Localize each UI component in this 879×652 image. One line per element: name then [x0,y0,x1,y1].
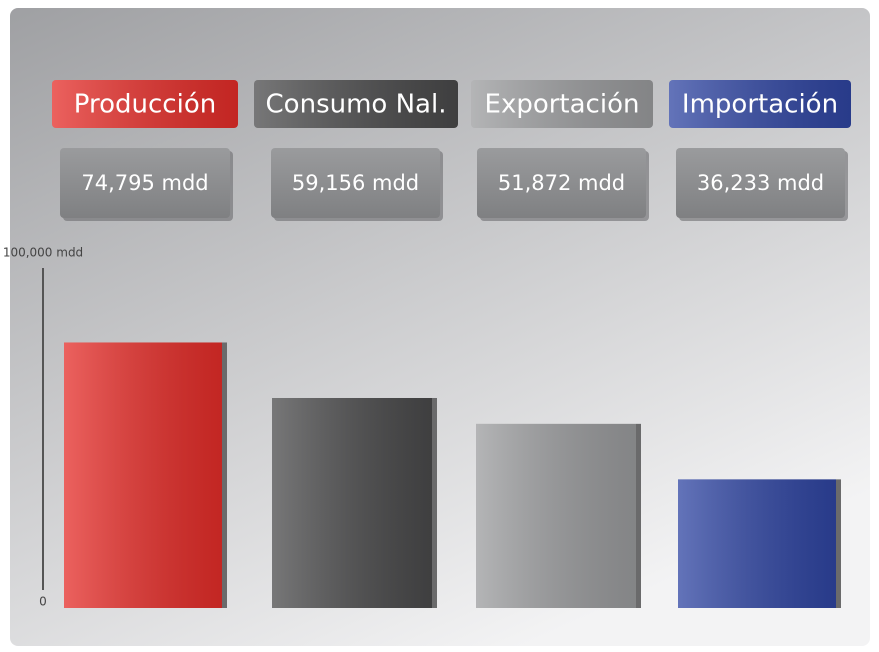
value-label: 59,156 mdd [292,171,419,195]
bar-shadow [636,423,641,608]
value-label: 36,233 mdd [697,171,824,195]
category-button-sheen [669,80,851,128]
category-label: Importación [682,90,838,120]
value-label: 51,872 mdd [498,171,625,195]
bar-sheen [678,479,836,608]
category-button-sheen [52,80,238,128]
category-label: Producción [74,90,216,120]
y-tick-label: 100,000 mdd [3,246,83,260]
bar-sheen [476,423,636,608]
value-box [60,148,230,218]
category-button-sheen [254,80,458,128]
category-button-sheen [471,80,653,128]
y-tick-label: 0 [39,595,47,609]
category-label: Exportación [485,90,640,120]
value-box [271,148,440,218]
category-label: Consumo Nal. [266,90,447,120]
bar-sheen [64,342,222,608]
bar-sheen [272,397,432,608]
value-label: 74,795 mdd [81,171,208,195]
bar-shadow [222,342,227,608]
value-box [676,148,845,218]
value-box [477,148,646,218]
bar-shadow [432,397,437,608]
bar-shadow [836,479,841,608]
